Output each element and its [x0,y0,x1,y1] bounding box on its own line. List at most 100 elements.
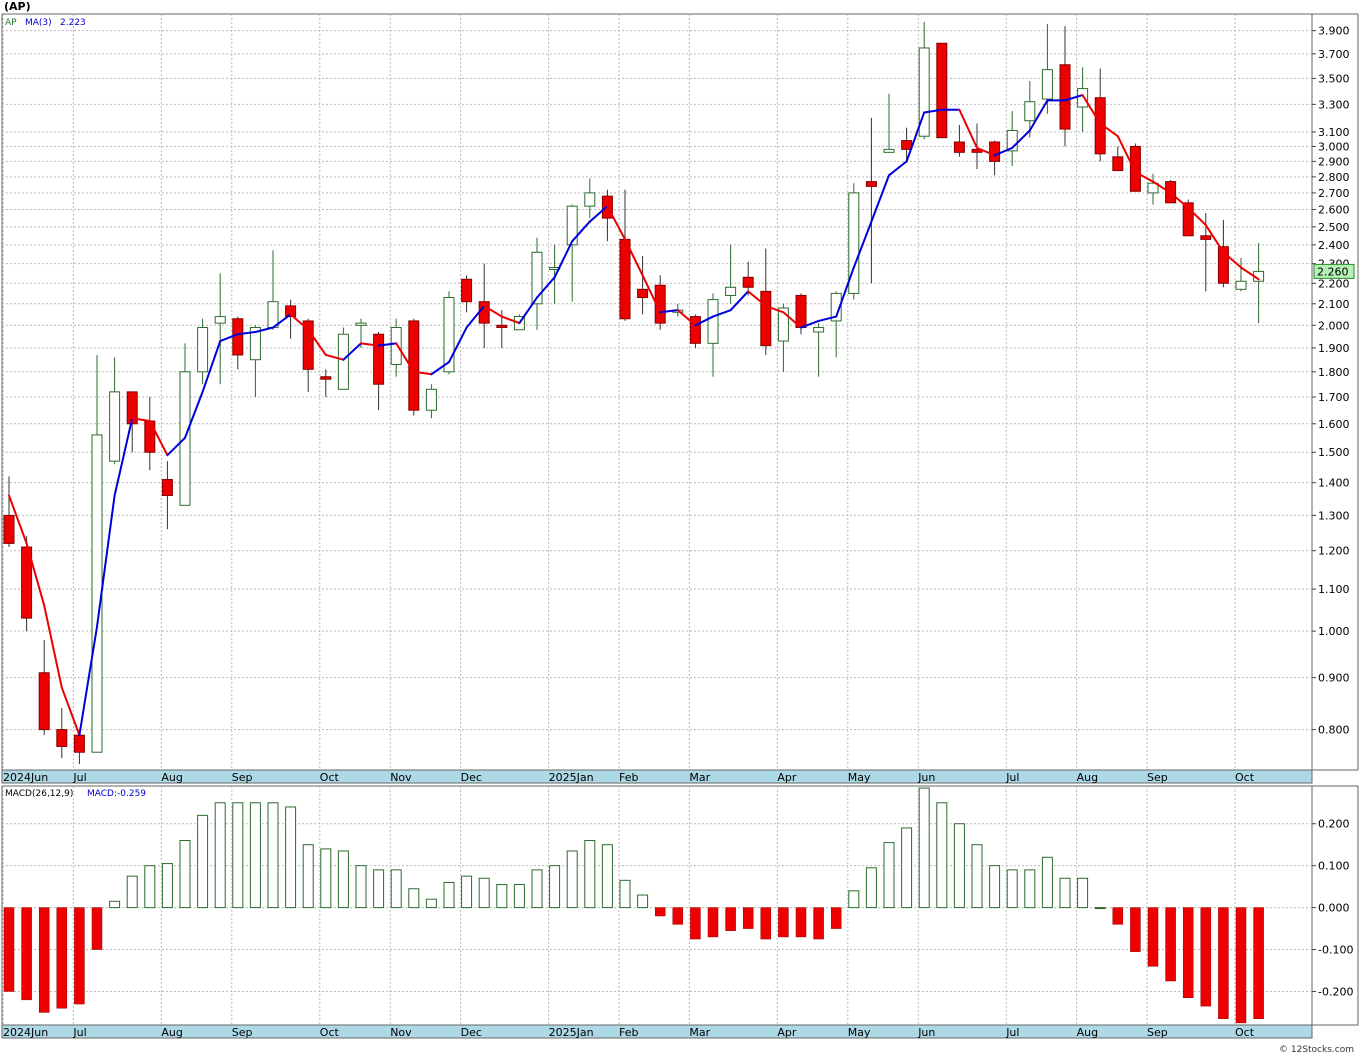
macd-date-tick-label: Aug [161,1026,182,1039]
macd-bar [461,875,473,909]
macd-bar [936,802,948,909]
candle-body [1077,88,1089,108]
candle-body [1041,69,1053,100]
candle-body [285,305,297,318]
candle-body [56,729,68,747]
ma3-segment [307,328,327,356]
ma3-segment [254,326,274,333]
candle-body [830,292,842,322]
candle-body [3,514,15,544]
macd-date-tick-label: Aug [1077,1026,1098,1039]
macd-bar [637,894,649,909]
candle-body [1217,246,1229,284]
candle-body [38,672,50,731]
ma3-segment [800,319,820,329]
macd-bar [232,802,244,909]
macd-date-tick-label: Nov [390,1026,412,1039]
macd-tick-label: -0.200 [1318,985,1353,998]
price-tick-label: 3.000 [1318,140,1350,153]
macd-legend-name: MACD(26,12,9) [5,789,73,799]
ma3-segment [518,296,538,325]
ma3-segment [536,276,556,299]
macd-bar [74,907,85,1005]
date-tick-label: Sep [1147,771,1168,784]
macd-bar [690,907,701,940]
candle-body [425,388,437,411]
macd-axis-frame [1311,785,1359,1026]
ma3-segment [465,304,486,329]
candle-body [883,148,895,153]
ma3-segment [588,205,609,223]
macd-date-tick-label: Oct [320,1026,340,1039]
macd-bar [566,850,578,909]
price-tick-label: 1.600 [1318,418,1350,431]
price-tick-label: 2.200 [1318,277,1350,290]
ma3-segment [500,315,521,325]
date-tick-label: May [848,771,871,784]
ma3-segment [113,417,134,497]
ma3-segment [606,205,626,241]
macd-bar [302,844,314,909]
candle-body [390,327,402,366]
price-date-axis [1,769,1313,784]
price-tick-label: 1.200 [1318,545,1350,558]
macd-date-tick-label: Jun [917,1026,935,1039]
macd-tick-label: 0.200 [1318,818,1350,831]
candle-body [232,318,244,356]
ma3-segment [1099,122,1119,138]
price-tick-label: 1.700 [1318,391,1350,404]
macd-bar [1059,877,1071,909]
candle-body [777,307,789,342]
ma3-segment [993,146,1014,157]
ma3-segment [1187,206,1207,227]
candle-body [637,288,649,299]
candle-body [1235,280,1247,290]
ma3-segment [448,326,468,364]
price-tick-label: 0.800 [1318,724,1350,737]
macd-bar [21,907,32,1001]
macd-bar [197,814,209,909]
ma3-segment [1064,94,1084,102]
macd-bar [144,865,156,909]
ma3-segment [888,160,908,177]
date-tick-label: Jun [917,771,935,784]
macd-bar [549,865,561,909]
ma3-segment [1204,224,1225,254]
ma3-segment [60,686,81,737]
date-tick-label: Sep [232,771,253,784]
candle-body [1200,235,1212,240]
macd-bar [1041,856,1053,909]
candle-body [461,278,473,303]
candle-body [707,299,719,344]
candle-body [1147,182,1159,194]
ma3-segment [553,240,574,279]
price-tick-label: 2.900 [1318,155,1350,168]
candle-body [337,333,349,390]
candle-body [73,734,85,753]
date-tick-label: Oct [320,771,340,784]
legend-symbol: AP [5,18,17,28]
date-tick-label: Dec [461,771,482,784]
legend-ma-label: MA(3) [25,18,52,28]
macd-bar [760,907,772,940]
candle-body [1112,156,1124,172]
ma3-segment [747,290,767,307]
legend-ma-value: 2.223 [60,18,86,28]
ma3-segment [624,238,644,277]
macd-date-tick-label: 2025Jan [549,1026,594,1039]
date-tick-label: Jul [1005,771,1019,784]
macd-bar [1182,907,1194,998]
candle-body [1129,145,1141,192]
ma3-segment [236,330,257,336]
macd-bar [989,865,1001,909]
price-tick-label: 0.900 [1318,672,1350,685]
macd-bar [3,907,15,992]
candle-body [813,327,825,333]
date-tick-label: Nov [390,771,412,784]
ma3-segment [43,604,63,689]
price-tick-label: 3.700 [1318,48,1350,61]
ma3-segment [395,342,415,373]
macd-bar [619,879,631,909]
candle-body [1024,101,1036,122]
